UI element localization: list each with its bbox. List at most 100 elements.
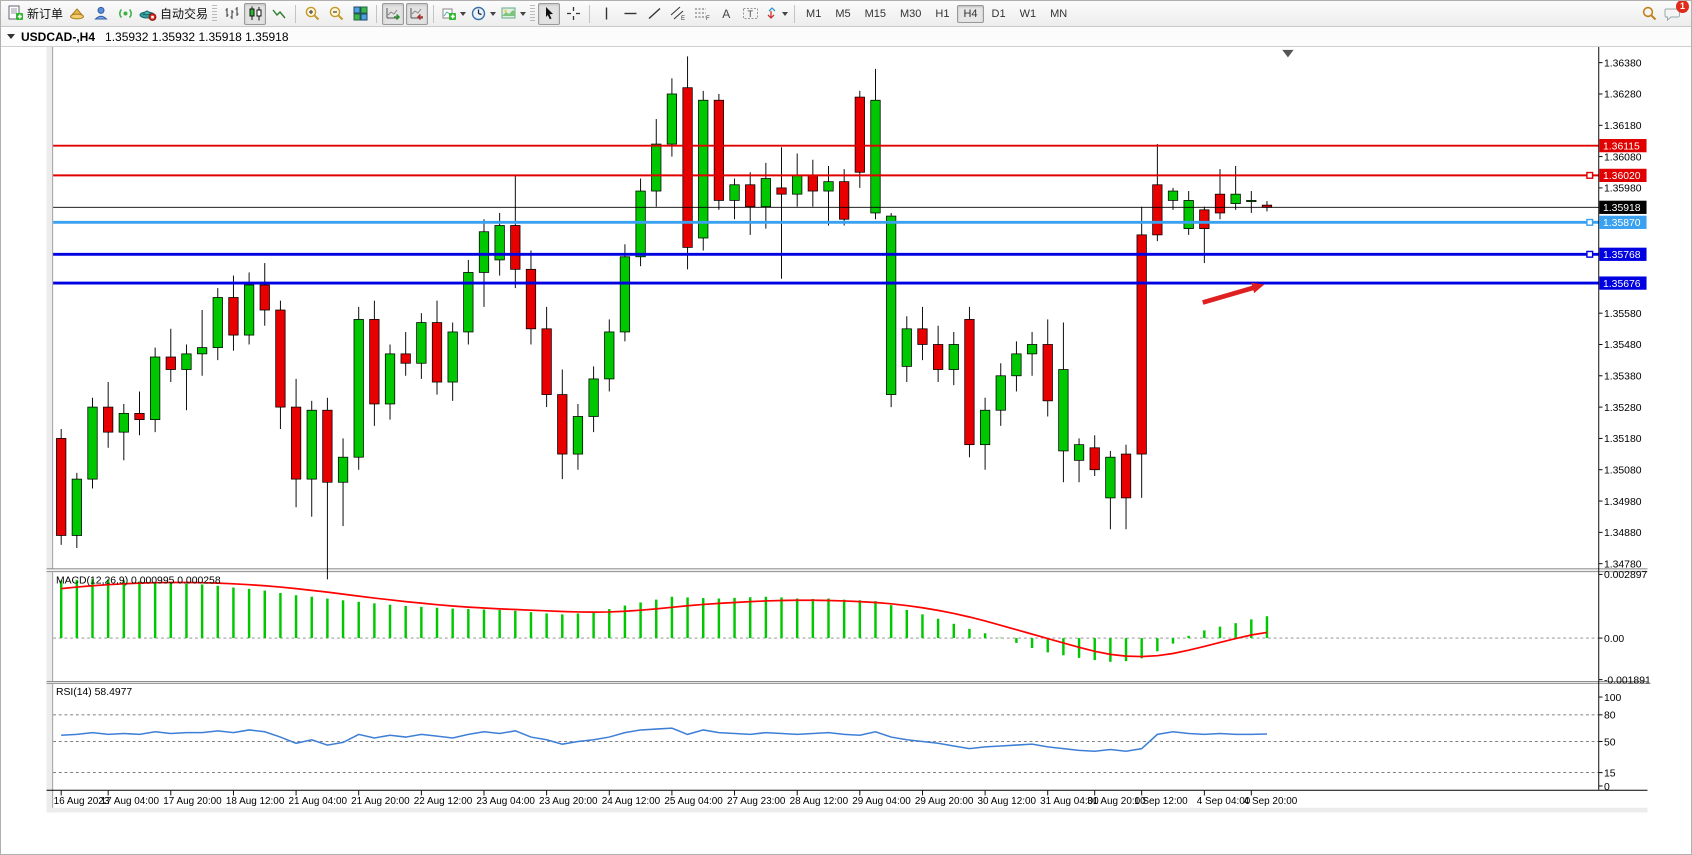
arrows-button[interactable] [763, 3, 789, 25]
candle[interactable] [463, 272, 474, 333]
candle[interactable] [713, 99, 724, 201]
hline-handle[interactable] [1586, 171, 1594, 179]
text-label-button[interactable]: T [739, 3, 761, 25]
candle[interactable] [134, 412, 145, 420]
candle[interactable] [1152, 184, 1163, 236]
candle[interactable] [56, 438, 67, 536]
candle[interactable] [541, 328, 552, 395]
crosshair-button[interactable] [562, 3, 584, 25]
line-chart-button[interactable] [268, 3, 290, 25]
arrow-annotation-head[interactable] [1251, 282, 1265, 294]
channel-button[interactable]: E [667, 3, 689, 25]
candle[interactable] [1214, 193, 1226, 214]
candle[interactable] [259, 284, 270, 311]
candle[interactable] [400, 353, 411, 364]
notifications-button[interactable]: 1 [1662, 1, 1689, 25]
signals-button[interactable] [114, 3, 136, 25]
horizontal-line-button[interactable] [619, 3, 641, 25]
chart-dropdown-icon[interactable] [7, 34, 15, 39]
candle[interactable] [1026, 344, 1038, 355]
candle[interactable] [886, 215, 897, 395]
candle[interactable] [1011, 353, 1022, 377]
candle[interactable] [1042, 344, 1053, 402]
candle[interactable] [1089, 447, 1100, 471]
candle[interactable] [776, 187, 787, 195]
timeframe-m30-button[interactable]: M30 [900, 7, 922, 20]
candle[interactable] [228, 297, 239, 336]
candle[interactable] [588, 378, 599, 417]
bar-chart-button[interactable] [220, 3, 242, 25]
candle[interactable] [792, 175, 803, 195]
chart-shift-button[interactable] [406, 2, 429, 25]
chart-shift-marker[interactable] [1282, 49, 1294, 58]
candle[interactable] [197, 347, 208, 355]
timeframe-w1-button[interactable]: W1 [1019, 7, 1037, 20]
candle[interactable] [290, 406, 302, 480]
candle[interactable] [619, 256, 631, 333]
templates-button[interactable] [499, 3, 527, 25]
candle[interactable] [447, 331, 458, 383]
candle[interactable] [1105, 456, 1116, 499]
candle[interactable] [118, 412, 129, 433]
candle[interactable] [1136, 234, 1147, 455]
candle[interactable] [917, 328, 928, 345]
candle[interactable] [103, 406, 114, 433]
trendline-button[interactable] [643, 3, 665, 25]
timeframe-m15-button[interactable]: M15 [864, 7, 886, 20]
candle[interactable] [666, 93, 678, 145]
autotrading-button[interactable]: 自动交易 [138, 3, 209, 25]
fibonacci-button[interactable]: F [691, 3, 713, 25]
chart-canvas[interactable]: 1.36380 1.36280 1.36180 1.36080 1.35980 1.355… [1, 47, 1692, 855]
candle[interactable] [557, 394, 568, 455]
candle[interactable] [995, 375, 1006, 411]
candle[interactable] [823, 181, 834, 192]
candle[interactable] [243, 284, 255, 336]
candle[interactable] [322, 409, 333, 483]
candle[interactable] [181, 353, 192, 370]
candle[interactable] [212, 297, 223, 348]
pane-splitter[interactable] [46, 680, 1648, 684]
tile-windows-button[interactable] [349, 3, 371, 25]
candle[interactable] [525, 268, 537, 330]
candle[interactable] [964, 319, 975, 446]
timeframe-m1-button[interactable]: M1 [806, 7, 822, 20]
hline-handle[interactable] [1586, 218, 1594, 226]
timeframe-m5-button[interactable]: M5 [835, 7, 851, 20]
candle[interactable] [572, 416, 584, 455]
candle[interactable] [635, 190, 646, 258]
indicators-button[interactable] [439, 3, 467, 25]
candle[interactable] [979, 409, 991, 446]
candle[interactable] [870, 99, 881, 214]
candle[interactable] [1246, 200, 1257, 202]
auto-scroll-button[interactable] [382, 2, 405, 25]
candle[interactable] [494, 225, 505, 261]
candle[interactable] [1183, 200, 1194, 229]
candle[interactable] [1199, 209, 1210, 229]
candle[interactable] [1058, 369, 1069, 452]
candle[interactable] [745, 184, 756, 208]
pane-splitter[interactable] [46, 568, 1648, 573]
zoom-in-button[interactable] [301, 3, 323, 25]
accounts-button[interactable] [90, 3, 112, 25]
zoom-out-button[interactable] [325, 3, 347, 25]
candle[interactable] [306, 409, 317, 480]
candle[interactable] [1120, 453, 1132, 499]
candle[interactable] [760, 178, 771, 208]
arrow-annotation-shaft[interactable] [1202, 285, 1256, 305]
new-order-button[interactable]: 新订单 [6, 3, 64, 25]
candlestick-chart-button[interactable] [244, 2, 267, 25]
candle[interactable] [807, 175, 818, 192]
candle[interactable] [337, 456, 349, 483]
candle[interactable] [1167, 190, 1179, 201]
candle[interactable] [150, 356, 161, 420]
candle[interactable] [353, 319, 364, 458]
hline-handle[interactable] [1586, 250, 1594, 258]
timeframe-mn-button[interactable]: MN [1050, 7, 1068, 20]
market-watch-button[interactable] [66, 3, 88, 25]
vertical-line-button[interactable] [595, 3, 617, 25]
periods-button[interactable] [469, 3, 497, 25]
candle[interactable] [431, 322, 443, 383]
candle[interactable] [478, 231, 490, 273]
candle[interactable] [651, 143, 662, 192]
candle[interactable] [901, 328, 912, 367]
